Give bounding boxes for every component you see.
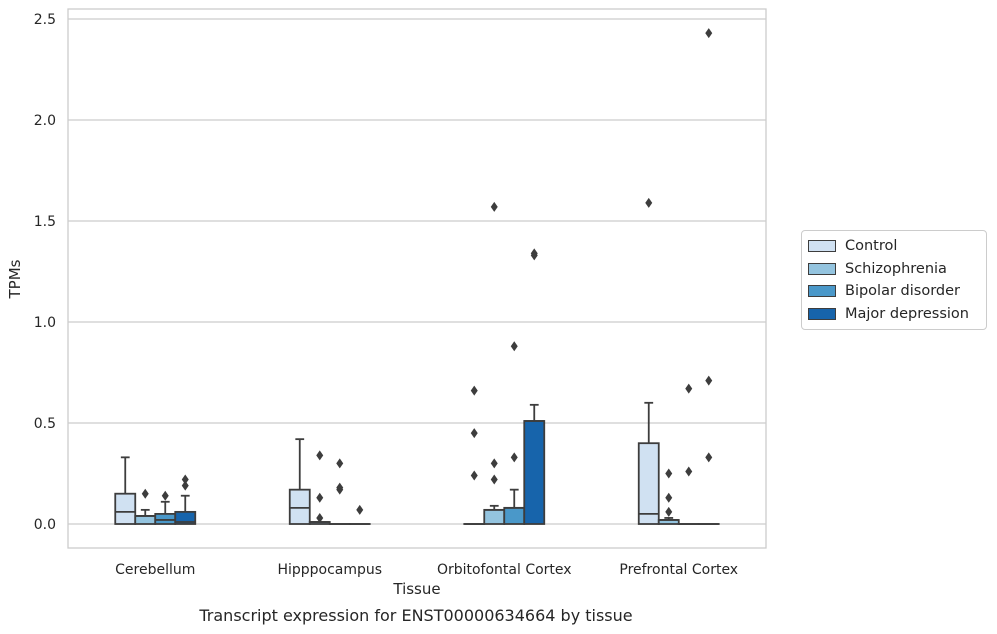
box-schizophrenia: [483, 201, 506, 525]
outlier-point: [141, 488, 149, 499]
legend-swatch: [808, 240, 836, 253]
outlier-point: [356, 504, 364, 515]
outlier-point: [510, 452, 518, 463]
outlier-point: [705, 452, 713, 463]
x-tick-label: Prefrontal Cortex: [619, 562, 738, 578]
gridlines: [68, 18, 766, 525]
outlier-point: [316, 450, 324, 461]
box-schizophrenia: [657, 468, 680, 525]
outlier-point: [470, 470, 478, 481]
y-tick-label: 2.5: [34, 12, 56, 28]
outlier-point: [645, 197, 653, 208]
legend-item: Bipolar disorder: [802, 280, 986, 303]
x-tick-label: Orbitofontal Cortex: [437, 562, 572, 578]
outlier-point: [685, 466, 693, 477]
outlier-point: [705, 375, 713, 386]
legend-item: Major depression: [802, 303, 986, 326]
y-tick-label: 1.5: [34, 214, 56, 230]
y-tick-label: 2.0: [34, 113, 56, 129]
outlier-point: [665, 506, 673, 517]
outlier-point: [665, 468, 673, 479]
outlier-point: [316, 492, 324, 503]
x-tick-label: Cerebellum: [115, 562, 195, 578]
outlier-point: [530, 248, 538, 259]
outlier-point: [705, 28, 713, 39]
box-body: [637, 442, 660, 525]
box-control: [463, 385, 486, 525]
legend-item: Schizophrenia: [802, 258, 986, 281]
outlier-point: [470, 385, 478, 396]
y-tick-label: 0.5: [34, 416, 56, 432]
legend: Control Schizophrenia Bipolar disorder Majo…: [801, 230, 987, 330]
box-body: [523, 420, 546, 525]
legend-swatch: [808, 307, 836, 320]
x-tick-label: Hipppocampus: [277, 562, 382, 578]
y-tick-label: 1.0: [34, 315, 56, 331]
box-schizophrenia: [308, 450, 331, 525]
box-major-depression: [174, 474, 197, 525]
legend-label: Major depression: [845, 305, 969, 322]
box-bipolar-disorder: [154, 490, 177, 525]
box-body: [288, 488, 311, 525]
box-major-depression: [697, 28, 720, 525]
legend-item: Control: [802, 235, 986, 258]
box-body: [483, 508, 506, 525]
box-schizophrenia: [134, 488, 157, 525]
box-bipolar-disorder: [677, 383, 700, 525]
box-control: [288, 438, 311, 525]
legend-label: Bipolar disorder: [845, 283, 960, 300]
box-body: [154, 513, 177, 525]
box-major-depression: [348, 504, 371, 525]
box-body: [114, 492, 137, 525]
outlier-point: [665, 492, 673, 503]
outlier-point: [490, 474, 498, 485]
outlier-point: [161, 490, 169, 501]
outlier-point: [316, 512, 324, 523]
outlier-point: [470, 428, 478, 439]
box-major-depression: [523, 248, 546, 525]
box-body: [134, 515, 157, 525]
outlier-point: [336, 482, 344, 493]
y-tick-labels: 0.0 0.5 1.0 1.5 2.0 2.5: [34, 12, 56, 533]
x-axis-title: Tissue: [392, 580, 440, 598]
legend-swatch: [808, 262, 836, 275]
legend-label: Control: [845, 238, 898, 255]
boxes: [114, 28, 720, 525]
outlier-point: [181, 480, 189, 491]
outlier-point: [685, 383, 693, 394]
box-body: [503, 506, 526, 525]
outlier-point: [181, 474, 189, 485]
plot-area-frame: [67, 8, 767, 549]
legend-label: Schizophrenia: [845, 260, 947, 277]
x-tick-labels: Cerebellum Hipppocampus Orbitofontal Corte…: [115, 562, 738, 578]
chart-caption: Transcript expression for ENST0000063466…: [199, 606, 633, 625]
outlier-point: [490, 458, 498, 469]
legend-swatch: [808, 285, 836, 298]
y-axis-title: TPMs: [6, 259, 24, 299]
outlier-point: [510, 341, 518, 352]
outlier-point: [336, 458, 344, 469]
y-tick-label: 0.0: [34, 517, 56, 533]
box-bipolar-disorder: [328, 458, 351, 525]
outlier-point: [490, 201, 498, 212]
box-control: [637, 197, 660, 525]
box-body: [174, 510, 197, 525]
box-control: [114, 456, 137, 525]
box-bipolar-disorder: [503, 341, 526, 525]
